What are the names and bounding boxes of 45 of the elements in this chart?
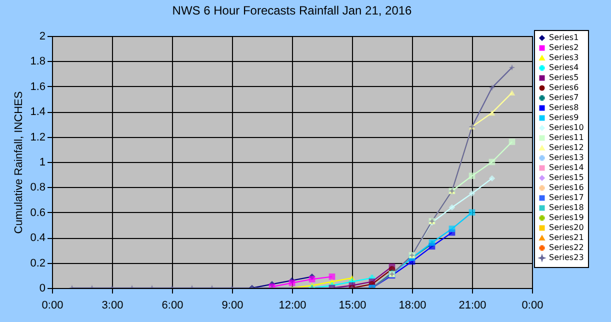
legend-label: Series18 [549, 203, 584, 212]
x-tick-label: 9:00 [222, 300, 244, 312]
legend-label: Series19 [549, 213, 584, 222]
x-tick-label: 15:00 [338, 300, 366, 312]
legend-label: Series21 [549, 233, 584, 242]
x-tick-label: 21:00 [458, 300, 486, 312]
legend-label: Series8 [549, 103, 579, 112]
x-tick-label: 0:00 [42, 300, 64, 312]
legend-label: Series14 [549, 163, 584, 172]
x-tick-label: 0:00 [522, 300, 544, 312]
legend-label: Series22 [549, 243, 584, 252]
legend-label: Series2 [549, 43, 579, 52]
legend-label: Series4 [549, 63, 579, 72]
legend-label: Series15 [549, 173, 584, 182]
legend-label: Series13 [549, 153, 584, 162]
legend-label: Series7 [549, 93, 579, 102]
y-tick-label: 1 [39, 156, 46, 168]
legend-label: Series5 [549, 73, 579, 82]
y-tick-label: 1.4 [30, 106, 46, 118]
x-tick-label: 3:00 [102, 300, 124, 312]
y-tick-label: 1.6 [30, 80, 46, 93]
y-tick-label: 0.4 [30, 232, 46, 244]
legend-label: Series9 [549, 113, 579, 122]
x-tick-label: 6:00 [162, 300, 184, 312]
legend-label: Series10 [549, 123, 584, 132]
legend-label: Series1 [549, 33, 579, 42]
y-tick-label: 1.8 [30, 56, 46, 68]
y-tick-label: 0.6 [30, 206, 46, 219]
y-tick-label: 2 [39, 30, 46, 42]
x-tick-label: 12:00 [278, 300, 306, 312]
legend-label: Series6 [549, 83, 579, 92]
legend-label: Series12 [549, 143, 584, 152]
x-tick-label: 18:00 [398, 300, 426, 312]
y-tick-label: 0 [39, 282, 46, 294]
y-tick-label: 0.8 [30, 182, 46, 194]
legend-label: Series16 [549, 183, 584, 192]
chart-title: NWS 6 Hour Forecasts Rainfall Jan 21, 2016 [172, 4, 412, 18]
y-tick-label: 0.2 [30, 257, 46, 270]
y-axis-title: Cumulative Rainfall, INCHES [13, 91, 26, 234]
legend-label: Series23 [549, 253, 584, 262]
legend-label: Series11 [549, 133, 584, 142]
y-tick-label: 1.2 [30, 131, 46, 144]
legend-label: Series3 [549, 53, 579, 62]
legend-label: Series20 [549, 223, 584, 232]
legend-label: Series17 [549, 193, 584, 202]
